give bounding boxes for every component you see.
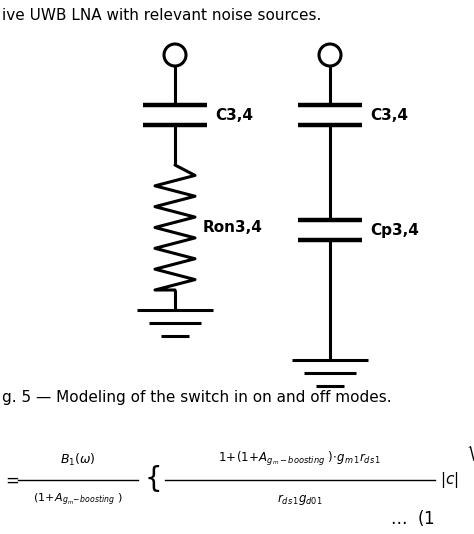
Text: $\sqrt{\dfrac{\delta}{5_1}}$: $\sqrt{\dfrac{\delta}{5_1}}$ bbox=[466, 429, 474, 464]
Text: Ron3,4: Ron3,4 bbox=[203, 220, 263, 235]
Text: $B_1(\omega)$: $B_1(\omega)$ bbox=[60, 452, 96, 468]
Text: $1\!+\!(1\!+\!A_{g_m-boosting}\ )\!\cdot\! g_{m\,1}r_{ds\,1}$: $1\!+\!(1\!+\!A_{g_m-boosting}\ )\!\cdot… bbox=[219, 450, 382, 468]
Text: $|c|$: $|c|$ bbox=[440, 470, 459, 490]
Text: C3,4: C3,4 bbox=[370, 107, 408, 122]
Text: ive UWB LNA with relevant noise sources.: ive UWB LNA with relevant noise sources. bbox=[2, 8, 321, 23]
Text: Cp3,4: Cp3,4 bbox=[370, 223, 419, 238]
Text: $\{$: $\{$ bbox=[144, 462, 160, 493]
Text: $\ldots\ \ (1$: $\ldots\ \ (1$ bbox=[390, 508, 435, 528]
Text: $=$: $=$ bbox=[2, 471, 19, 489]
Text: $r_{ds\,1}g_{d01}$: $r_{ds\,1}g_{d01}$ bbox=[277, 492, 323, 507]
Text: C3,4: C3,4 bbox=[215, 107, 253, 122]
Text: g. 5 — Modeling of the switch in on and off modes.: g. 5 — Modeling of the switch in on and … bbox=[2, 390, 392, 405]
Text: $(1\!+\!A_{g_m\!-\!boosting}\ )$: $(1\!+\!A_{g_m\!-\!boosting}\ )$ bbox=[33, 492, 123, 508]
